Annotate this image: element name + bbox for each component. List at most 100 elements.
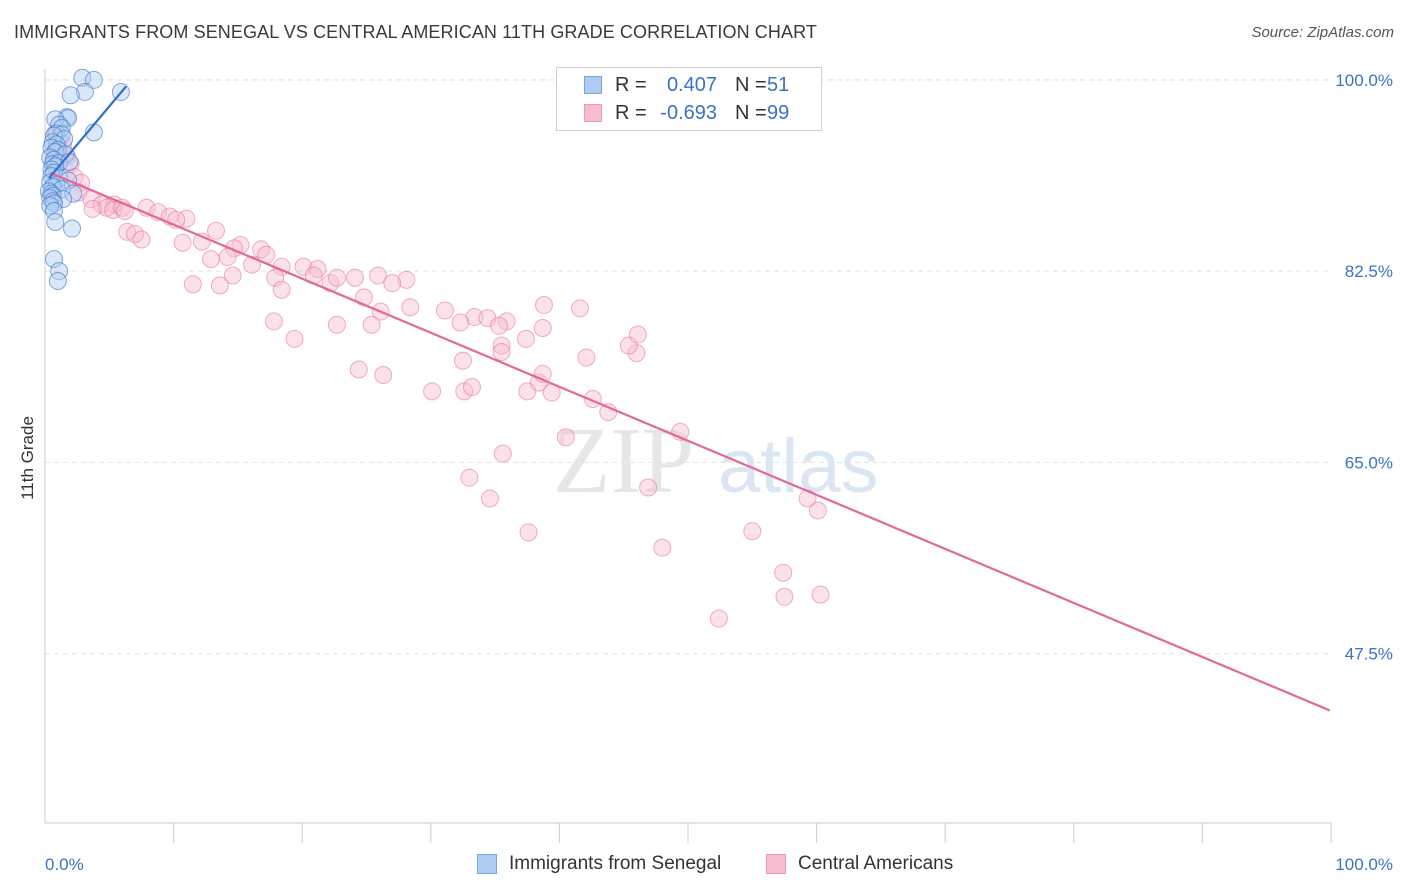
central-americans-point — [118, 222, 137, 241]
central-americans-point — [362, 315, 381, 334]
central-americans-point — [743, 522, 762, 541]
central-americans-point — [264, 312, 283, 331]
n-label: N = — [735, 74, 767, 96]
senegal-point — [52, 119, 71, 138]
senegal-point — [64, 184, 83, 203]
senegal-point — [46, 212, 65, 231]
central-americans-point — [774, 563, 793, 582]
central-americans-point — [627, 344, 646, 363]
senegal-point — [48, 271, 67, 290]
central-americans-point — [493, 444, 512, 463]
central-americans-point — [374, 365, 393, 384]
senegal-point — [57, 108, 76, 127]
central-americans-point — [369, 266, 388, 285]
central-americans-point — [460, 468, 479, 487]
y-tick-label: 82.5% — [1345, 262, 1393, 281]
central-americans-point — [132, 230, 151, 249]
grid-lines — [45, 79, 1331, 655]
r-label: R = — [615, 74, 647, 96]
central-americans-point — [272, 280, 291, 299]
central-americans-point — [354, 288, 373, 307]
central-americans-point — [349, 360, 368, 379]
central-americans-point — [639, 478, 658, 497]
central-americans-point — [327, 268, 346, 287]
central-americans-point — [173, 233, 192, 252]
senegal-swatch — [584, 76, 602, 94]
y-tick-label: 47.5% — [1345, 645, 1393, 664]
central-americans-point — [570, 299, 589, 318]
senegal-point — [84, 70, 103, 89]
stats-row-central-americans: R = -0.693 N = 99 — [557, 100, 821, 128]
legend-senegal-swatch — [477, 854, 497, 874]
tick-labels: 47.5% 65.0% 82.5% 100.0% 0.0% 100.0% — [45, 71, 1393, 874]
central-americans-point — [519, 523, 538, 542]
watermark-atlas: atlas — [718, 424, 879, 509]
central-americans-point — [516, 329, 535, 348]
x-tick-label: 0.0% — [45, 855, 84, 874]
central-americans-point — [808, 501, 827, 520]
central-americans-point — [92, 195, 111, 214]
central-americans-point — [775, 587, 794, 606]
r-value: -0.693 — [660, 102, 717, 124]
r-label: R = — [615, 102, 647, 124]
central-americans-points — [45, 70, 830, 628]
central-americans-point — [465, 308, 484, 327]
n-label: N = — [735, 102, 767, 124]
trend-lines — [48, 85, 1331, 712]
legend-central-americans-label: Central Americans — [798, 853, 954, 874]
central-americans-point — [207, 221, 226, 240]
central-americans-point — [183, 275, 202, 294]
central-americans-point — [345, 268, 364, 287]
central-americans-point — [709, 609, 728, 628]
stats-box: R = 0.407 N = 51 R = -0.693 N = 99 — [556, 67, 822, 131]
y-axis-label: 11th Grade — [18, 416, 37, 500]
senegal-point — [59, 109, 78, 128]
central-americans-point — [435, 301, 454, 320]
central-americans-point — [577, 348, 596, 367]
central-americans-point — [556, 428, 575, 447]
central-americans-point — [223, 266, 242, 285]
x-tick-label: 100.0% — [1335, 855, 1393, 874]
source-label: Source: ZipAtlas.com — [1251, 24, 1394, 41]
central-americans-point — [401, 298, 420, 317]
central-americans-point — [104, 200, 123, 219]
central-americans-point — [453, 351, 472, 370]
senegal-point — [50, 262, 69, 281]
central-americans-point — [480, 489, 499, 508]
watermark-zip: ZIP — [553, 409, 694, 513]
central-americans-point — [811, 585, 830, 604]
central-americans-point — [451, 313, 470, 332]
y-tick-label: 100.0% — [1335, 71, 1393, 90]
central-americans-point — [653, 538, 672, 557]
central-americans-point — [285, 329, 304, 348]
senegal-point — [45, 250, 64, 269]
senegal-point — [47, 135, 66, 154]
central-americans-point — [210, 276, 229, 295]
central-americans-point — [492, 336, 511, 355]
axes — [44, 69, 1332, 843]
central-americans-point — [397, 270, 416, 289]
central-americans-point — [492, 343, 511, 362]
chart-title: IMMIGRANTS FROM SENEGAL VS CENTRAL AMERI… — [14, 22, 817, 42]
central-americans-point — [533, 318, 552, 337]
central-americans-trendline — [49, 171, 1331, 712]
senegal-trendline — [48, 85, 127, 179]
central-americans-point — [423, 382, 442, 401]
senegal-point — [75, 82, 94, 101]
central-americans-point — [462, 377, 481, 396]
senegal-point — [73, 68, 92, 87]
central-americans-point — [252, 240, 271, 259]
central-americans-point — [383, 274, 402, 293]
n-value: 51 — [767, 74, 790, 96]
y-tick-label: 65.0% — [1345, 453, 1393, 472]
central-americans-swatch — [584, 104, 602, 122]
central-americans-point — [489, 316, 508, 335]
central-americans-point — [327, 315, 346, 334]
central-americans-point — [97, 198, 116, 217]
legend-central-americans-swatch — [766, 854, 786, 874]
stats-row-senegal: R = 0.407 N = 51 — [557, 72, 821, 100]
central-americans-point — [534, 296, 553, 315]
senegal-point — [61, 86, 80, 105]
senegal-point — [63, 219, 82, 238]
central-americans-point — [628, 325, 647, 344]
